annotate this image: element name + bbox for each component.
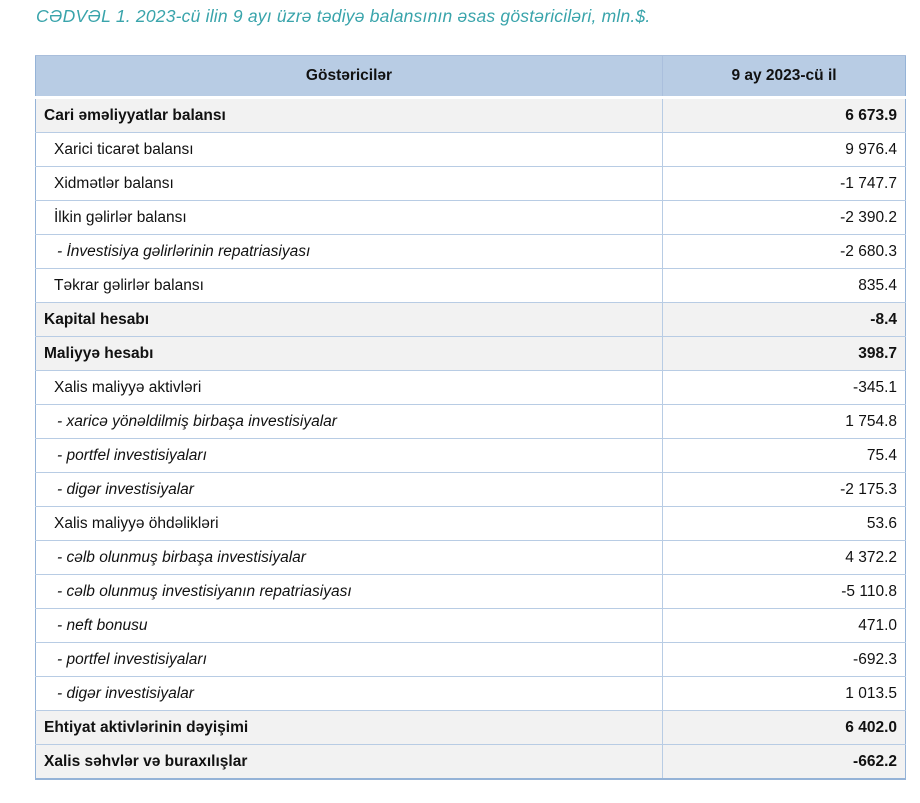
- row-value: 1 754.8: [662, 404, 906, 439]
- table-row: - digər investisiyalar -2 175.3: [35, 472, 906, 507]
- row-value: -662.2: [662, 744, 906, 780]
- row-label: Təkrar gəlirlər balansı: [35, 268, 663, 303]
- table-row: Xalis maliyyə aktivləri -345.1: [35, 370, 906, 405]
- row-value: -2 390.2: [662, 200, 906, 235]
- row-value: -2 175.3: [662, 472, 906, 507]
- table-row: Xalis səhvlər və buraxılışlar -662.2: [35, 744, 906, 780]
- row-label: - neft bonusu: [35, 608, 663, 643]
- row-label: - digər investisiyalar: [35, 472, 663, 507]
- table-row: Cari əməliyyatlar balansı 6 673.9: [35, 97, 906, 133]
- row-label: - cəlb olunmuş birbaşa investisiyalar: [35, 540, 663, 575]
- row-label: - portfel investisiyaları: [35, 642, 663, 677]
- row-value: -1 747.7: [662, 166, 906, 201]
- row-label: Xalis səhvlər və buraxılışlar: [35, 744, 663, 780]
- table-row: - digər investisiyalar 1 013.5: [35, 676, 906, 711]
- row-value: 1 013.5: [662, 676, 906, 711]
- table-row: Təkrar gəlirlər balansı 835.4: [35, 268, 906, 303]
- page-title: CƏDVƏL 1. 2023-cü ilin 9 ayı üzrə tədiyə…: [36, 6, 651, 26]
- row-value: -692.3: [662, 642, 906, 677]
- row-label: Xidmətlər balansı: [35, 166, 663, 201]
- table-header: Göstəricilər 9 ay 2023-cü il: [35, 55, 906, 99]
- header-row: Göstəricilər 9 ay 2023-cü il: [35, 55, 906, 99]
- table-row: - portfel investisiyaları 75.4: [35, 438, 906, 473]
- row-value: 6 673.9: [662, 97, 906, 133]
- row-value: 4 372.2: [662, 540, 906, 575]
- row-label: Xalis maliyyə öhdəlikləri: [35, 506, 663, 541]
- row-label: Xalis maliyyə aktivləri: [35, 370, 663, 405]
- table-row: Maliyyə hesabı 398.7: [35, 336, 906, 371]
- table-row: - İnvestisiya gəlirlərinin repatriasiyas…: [35, 234, 906, 269]
- row-value: 9 976.4: [662, 132, 906, 167]
- table-row: Xarici ticarət balansı 9 976.4: [35, 132, 906, 167]
- row-label: - digər investisiyalar: [35, 676, 663, 711]
- table-body: Cari əməliyyatlar balansı 6 673.9 Xarici t…: [35, 97, 906, 780]
- row-value: -5 110.8: [662, 574, 906, 609]
- row-value: -8.4: [662, 302, 906, 337]
- table-row: - cəlb olunmuş birbaşa investisiyalar 4 3…: [35, 540, 906, 575]
- row-label: Cari əməliyyatlar balansı: [35, 97, 663, 133]
- row-label: Kapital hesabı: [35, 302, 663, 337]
- row-label: - İnvestisiya gəlirlərinin repatriasiyas…: [35, 234, 663, 269]
- table-row: - xaricə yönəldilmiş birbaşa investisiya…: [35, 404, 906, 439]
- row-value: 75.4: [662, 438, 906, 473]
- row-value: 835.4: [662, 268, 906, 303]
- row-value: -345.1: [662, 370, 906, 405]
- table-row: - neft bonusu 471.0: [35, 608, 906, 643]
- table-row: Kapital hesabı -8.4: [35, 302, 906, 337]
- table-row: İlkin gəlirlər balansı -2 390.2: [35, 200, 906, 235]
- row-label: - portfel investisiyaları: [35, 438, 663, 473]
- row-value: 398.7: [662, 336, 906, 371]
- table-row: Xidmətlər balansı -1 747.7: [35, 166, 906, 201]
- row-label: - xaricə yönəldilmiş birbaşa investisiya…: [35, 404, 663, 439]
- row-label: Ehtiyat aktivlərinin dəyişimi: [35, 710, 663, 745]
- table-row: Xalis maliyyə öhdəlikləri 53.6: [35, 506, 906, 541]
- row-value: 53.6: [662, 506, 906, 541]
- row-label: Maliyyə hesabı: [35, 336, 663, 371]
- balance-of-payments-table: Göstəricilər 9 ay 2023-cü il Cari əməliy…: [35, 55, 906, 780]
- table-row: Ehtiyat aktivlərinin dəyişimi 6 402.0: [35, 710, 906, 745]
- row-value: -2 680.3: [662, 234, 906, 269]
- table-row: - portfel investisiyaları -692.3: [35, 642, 906, 677]
- row-label: Xarici ticarət balansı: [35, 132, 663, 167]
- row-label: - cəlb olunmuş investisiyanın repatriasi…: [35, 574, 663, 609]
- row-label: İlkin gəlirlər balansı: [35, 200, 663, 235]
- row-value: 6 402.0: [662, 710, 906, 745]
- column-header-period: 9 ay 2023-cü il: [662, 55, 906, 99]
- row-value: 471.0: [662, 608, 906, 643]
- column-header-indicators: Göstəricilər: [35, 55, 663, 99]
- table-row: - cəlb olunmuş investisiyanın repatriasi…: [35, 574, 906, 609]
